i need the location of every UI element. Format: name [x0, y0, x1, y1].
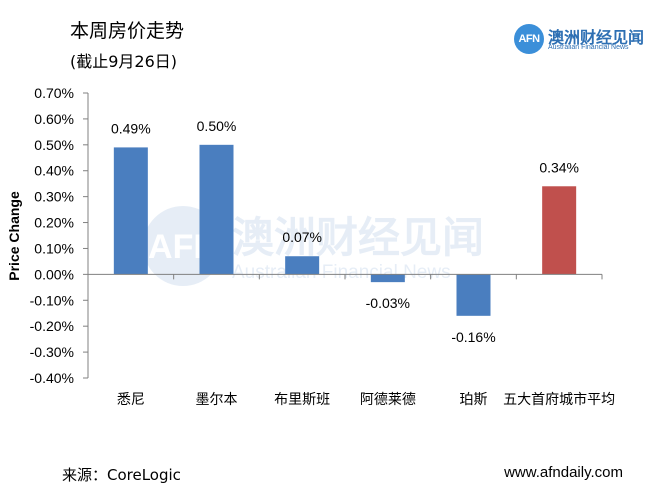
afn-logo-cn: 澳洲财经见闻 — [548, 28, 645, 47]
y-axis-label: Price Change — [6, 191, 22, 281]
y-tick-label: 0.10% — [34, 240, 74, 256]
category-label: 布里斯班 — [274, 392, 330, 408]
y-tick-label: 0.50% — [34, 137, 74, 153]
data-label: 0.34% — [539, 159, 579, 175]
afn-logo: AFN 澳洲财经见闻 Australian Financial News — [514, 22, 644, 56]
y-tick-label: -0.30% — [30, 344, 74, 360]
y-tick-label: 0.00% — [34, 266, 74, 282]
watermark-cn: 澳洲财经见闻 — [232, 213, 484, 262]
y-tick-label: -0.40% — [30, 370, 74, 386]
afn-logo-mark: AFN — [514, 24, 544, 54]
category-label: 墨尔本 — [196, 392, 238, 408]
source-note: 来源：CoreLogic — [62, 466, 181, 484]
y-tick-label: 0.40% — [34, 163, 74, 179]
category-label: 珀斯 — [460, 392, 488, 408]
data-label: 0.49% — [111, 120, 151, 136]
category-label: 悉尼 — [117, 392, 145, 408]
data-label: 0.50% — [197, 118, 237, 134]
y-tick-label: -0.10% — [30, 292, 74, 308]
category-label: 阿德莱德 — [360, 392, 416, 408]
y-tick-label: -0.20% — [30, 318, 74, 334]
bar — [113, 147, 148, 275]
data-label: -0.16% — [451, 329, 495, 345]
bar — [370, 274, 405, 283]
y-tick-label: 0.30% — [34, 189, 74, 205]
category-label: 五大首府城市平均 — [503, 391, 615, 408]
y-tick-label: 0.60% — [34, 111, 74, 127]
bar — [285, 256, 320, 275]
data-label: 0.07% — [282, 229, 322, 245]
chart-subtitle: (截止9月26日) — [70, 52, 178, 71]
afn-logo-en: Australian Financial News — [548, 44, 629, 51]
bar — [199, 144, 234, 275]
bar — [542, 186, 577, 275]
y-tick-label: 0.20% — [34, 215, 74, 231]
chart-title: 本周房价走势 — [70, 20, 185, 42]
y-tick-label: 0.70% — [34, 85, 74, 101]
watermark-en: Australian Financial News — [232, 262, 451, 283]
website-url: www.afndaily.com — [504, 464, 623, 481]
data-label: -0.03% — [366, 295, 410, 311]
bar — [456, 274, 491, 316]
